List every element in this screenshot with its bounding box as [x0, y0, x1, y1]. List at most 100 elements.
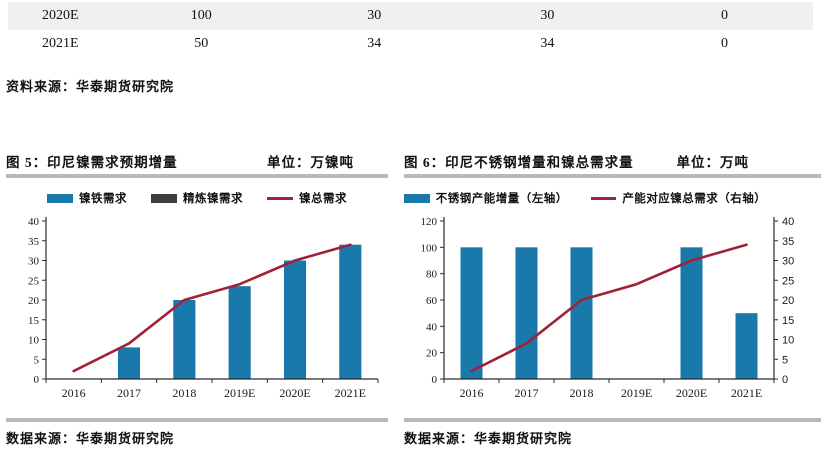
axis-label: 2016	[460, 386, 484, 400]
bar	[339, 244, 362, 379]
figure-6-header: 图 6：印尼不锈钢增量和镍总需求量 单位：万吨	[404, 151, 821, 171]
axis-label: 2019E	[621, 386, 652, 400]
figure-5-header: 图 5：印尼镍需求预期增量 单位：万镍吨	[6, 151, 388, 171]
table-cell: 0	[720, 8, 728, 23]
axis-label: 20	[28, 295, 40, 307]
axis-label: 2021E	[335, 386, 366, 400]
axis-label: 20	[782, 295, 794, 307]
legend-label: 镍铁需求	[79, 193, 127, 205]
axis-label: 100	[421, 242, 438, 254]
axis-label: 5	[34, 354, 40, 366]
bar	[173, 300, 196, 379]
table-source-note: 资料来源：华泰期货研究院	[6, 79, 175, 94]
figure-6-legend: 不锈钢产能增量（左轴） 产能对应镍总需求（右轴）	[404, 187, 767, 209]
axis-label: 2021E	[731, 386, 762, 400]
axis-label: 35	[782, 236, 794, 248]
legend-label: 镍总需求	[299, 193, 347, 205]
axis-label: 120	[421, 216, 438, 228]
axis-label: 15	[782, 315, 794, 327]
legend-label: 不锈钢产能增量（左轴）	[435, 193, 568, 205]
axis-label: 2018	[570, 386, 594, 400]
divider	[6, 174, 388, 178]
legend-bar-swatch	[404, 193, 430, 203]
table-cell: 34	[367, 36, 382, 51]
bar	[680, 247, 703, 379]
table-row: 2021E 50 34 34 0	[8, 30, 813, 58]
axis-label: 30	[28, 256, 40, 268]
figure-5-legend: 镍铁需求 精炼镍需求 镍总需求	[6, 187, 388, 209]
figure-5-source-note: 数据来源：华泰期货研究院	[6, 431, 175, 446]
figure-6-unit: 单位：万吨	[676, 155, 749, 170]
line-series	[470, 243, 748, 373]
axis-label: 10	[782, 335, 794, 347]
figure-6-panel: 图 6：印尼不锈钢增量和镍总需求量 单位：万吨 不锈钢产能增量（左轴） 产能对应镍…	[388, 151, 821, 447]
table-cell: 100	[190, 8, 212, 23]
bar	[228, 286, 251, 379]
axis-label: 35	[28, 236, 40, 248]
figure-6-source-note: 数据来源：华泰期货研究院	[404, 431, 573, 446]
divider	[404, 418, 821, 422]
legend-label: 精炼镍需求	[183, 193, 243, 205]
figure-5-chart: 0 5 10 15 20 25 30 35 40 2016 2017 2018 2019E 2020E 20…	[28, 216, 379, 400]
bar	[460, 247, 483, 379]
legend-item: 镍铁需求	[47, 190, 127, 206]
data-table: 2020E 100 30 30 0 2021E 50 34 34 0	[8, 2, 813, 58]
table-cell: 0	[720, 36, 728, 51]
axis-label: 15	[28, 315, 40, 327]
legend-item: 不锈钢产能增量（左轴）	[404, 190, 567, 206]
axis-label: 2016	[62, 386, 86, 400]
table-cell: 50	[194, 36, 209, 51]
legend-label: 产能对应镍总需求（右轴）	[622, 193, 767, 205]
legend-item: 镍总需求	[267, 190, 347, 206]
axis-label: 2018	[172, 386, 196, 400]
axis-label: 40	[782, 216, 794, 228]
legend-line-swatch	[267, 196, 293, 200]
axis-label: 0	[782, 374, 788, 386]
axis-label: 20	[426, 348, 438, 360]
table-cell-year: 2021E	[42, 36, 79, 51]
legend-bar-swatch	[151, 193, 177, 203]
axis-label: 2020E	[279, 386, 310, 400]
bar	[570, 247, 593, 379]
axis-label: 5	[782, 354, 788, 366]
table-cell: 34	[540, 36, 555, 51]
axis-label: 2019E	[224, 386, 255, 400]
table-cell-year: 2020E	[42, 8, 79, 23]
legend-line-swatch	[590, 196, 617, 200]
legend-bar-swatch	[47, 193, 73, 203]
table-cell: 30	[367, 8, 382, 23]
axis-label: 25	[28, 275, 40, 287]
bar	[283, 260, 307, 379]
table-cell: 30	[540, 8, 555, 23]
figure-6-title: 图 6：印尼不锈钢增量和镍总需求量	[404, 155, 634, 170]
line-series	[72, 243, 352, 373]
divider	[6, 418, 388, 422]
figure-5-panel: 图 5：印尼镍需求预期增量 单位：万镍吨 镍铁需求 精炼镍需求 镍总需求 0 5 10 1…	[0, 151, 388, 447]
figure-5-bottom: 数据来源：华泰期货研究院	[6, 415, 388, 447]
table-row: 2020E 100 30 30 0	[8, 2, 813, 30]
bar	[117, 347, 141, 379]
bar	[735, 313, 758, 379]
axis-label: 80	[426, 269, 438, 281]
axis-label: 40	[426, 321, 438, 333]
axis-label: 10	[28, 335, 40, 347]
figure-5-unit: 单位：万镍吨	[267, 155, 354, 170]
axis-label: 60	[426, 295, 438, 307]
axis-label: 0	[34, 374, 40, 386]
axis-label: 30	[782, 256, 794, 268]
figures-row: 图 5：印尼镍需求预期增量 单位：万镍吨 镍铁需求 精炼镍需求 镍总需求 0 5 10 1…	[0, 151, 821, 447]
legend-item: 精炼镍需求	[151, 190, 243, 206]
axis-label: 2020E	[676, 386, 707, 400]
figure-5-title: 图 5：印尼镍需求预期增量	[6, 155, 178, 170]
legend-item: 产能对应镍总需求（右轴）	[590, 190, 767, 206]
axis-label: 2017	[515, 386, 539, 400]
axis-label: 0	[432, 374, 438, 386]
axis-label: 25	[782, 275, 794, 287]
bar	[515, 247, 538, 379]
figure-6-bottom: 数据来源：华泰期货研究院	[404, 415, 821, 447]
divider	[404, 174, 821, 178]
axis-label: 40	[28, 216, 40, 228]
axis-label: 2017	[117, 386, 141, 400]
figure-6-chart: 0 20 40 60 80 100 120 0 5 10 15 20 25 30 35 40 2016 2017 2…	[421, 216, 795, 400]
